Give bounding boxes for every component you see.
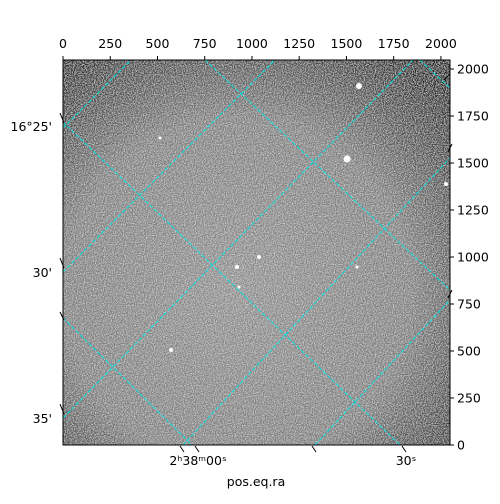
x-tick-label: 1500 [331, 36, 363, 51]
frame [62, 59, 451, 446]
x-tick-label: 0 [59, 36, 67, 51]
y-tick-label: 1750 [457, 109, 489, 124]
x-tick-label: 500 [146, 36, 170, 51]
dec-label: 35' [33, 411, 52, 426]
wcs-grid [63, 60, 450, 445]
sky-image [63, 60, 450, 445]
x-tick-label: 250 [98, 36, 122, 51]
x-axis-label: pos.eq.ra [227, 474, 285, 489]
y-tick-label: 2000 [457, 62, 489, 77]
x-tick-label: 750 [193, 36, 217, 51]
y-tick-label: 1500 [457, 156, 489, 171]
ra-label: 2ʰ38ᵐ00ˢ [169, 453, 226, 468]
dec-label: 30' [33, 265, 52, 280]
x-tick-label: 1000 [236, 36, 268, 51]
y-tick-label: 1000 [457, 250, 489, 265]
wcs-ticks [59, 73, 453, 453]
ra-label: 30ˢ [396, 453, 417, 468]
y-tick-label: 750 [457, 297, 481, 312]
dec-label: 16°25' [11, 119, 53, 134]
y-tick-label: 0 [457, 438, 465, 453]
x-tick-label: 1250 [283, 36, 315, 51]
x-tick-label: 1750 [378, 36, 410, 51]
y-tick-label: 250 [457, 391, 481, 406]
x-tick-label: 2000 [425, 36, 457, 51]
y-tick-label: 500 [457, 344, 481, 359]
y-tick-label: 1250 [457, 203, 489, 218]
